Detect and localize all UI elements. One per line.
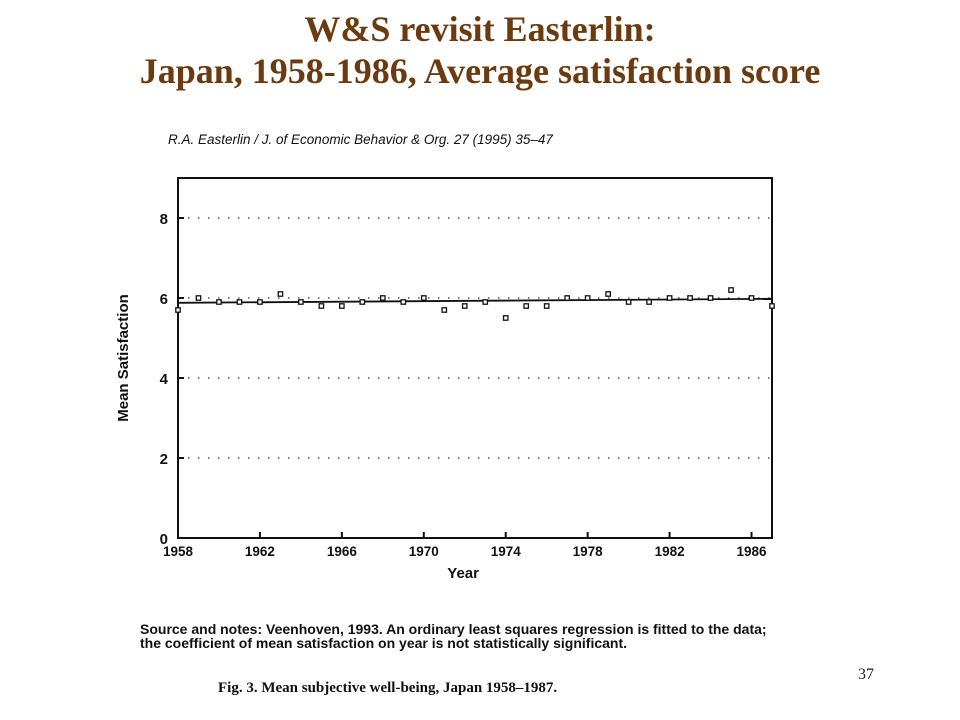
regression-line [177,297,773,304]
data-point [625,299,632,305]
data-point [584,295,591,301]
data-point [420,295,427,301]
journal-reference: R.A. Easterlin / J. of Economic Behavior… [168,132,553,147]
data-point [543,303,550,309]
trend-line-group [177,297,773,304]
data-point [257,299,263,305]
axis-ticks: 0 2 4 6 8 1958 1962 1966 1970 1974 1978 1982 1986 [160,211,767,559]
x-tick-label: 1982 [655,544,685,559]
data-point [298,299,304,305]
grid-lines [178,217,772,459]
y-tick-label: 4 [160,371,169,388]
x-tick-label: 1978 [573,544,604,559]
y-axis-label: Mean Satisfaction [115,294,132,422]
data-point [728,287,734,293]
data-point [666,295,673,301]
x-axis-label: Year [447,565,479,582]
data-point [277,291,284,297]
data-point [502,315,509,321]
data-point [769,303,775,309]
data-point [236,299,243,305]
data-points [175,287,775,321]
data-point [748,295,755,301]
slide-number: 37 [858,666,874,683]
title-line-2: Japan, 1958-1986, Average satisfaction s… [139,51,821,91]
data-point [359,299,366,305]
y-tick-label: 2 [160,451,168,468]
data-point [523,303,530,309]
figure-caption: Fig. 3. Mean subjective well-being, Japa… [218,680,558,696]
y-tick-label: 6 [160,291,168,308]
data-point [400,299,407,305]
slide-title: W&S revisit Easterlin: Japan, 1958-1986,… [0,8,960,92]
source-notes: Source and notes: Veenhoven, 1993. An or… [140,621,767,651]
data-point [461,303,468,309]
data-point [318,303,325,309]
data-point [216,299,222,305]
x-tick-label: 1970 [409,544,439,559]
data-point [564,295,571,301]
x-tick-label: 1966 [327,544,358,559]
data-point [339,303,345,309]
plot-frame [177,177,773,539]
data-point [687,295,693,301]
x-tick-label: 1974 [491,544,522,559]
title-line-1: W&S revisit Easterlin: [304,9,656,49]
y-tick-label: 8 [160,211,168,228]
x-tick-label: 1962 [245,544,275,559]
x-tick-label: 1986 [736,544,767,559]
data-point [441,307,448,313]
x-tick-label: 1958 [163,544,194,559]
data-point [482,299,489,305]
data-point [605,291,611,297]
data-point [707,295,714,301]
data-point [175,307,181,313]
data-point [195,295,202,301]
data-point [379,295,386,301]
satisfaction-chart: 0 2 4 6 8 1958 1962 1966 1970 1974 1978 1982 1986 Me… [115,177,775,582]
y-tick-label: 0 [160,531,168,548]
data-point [646,299,652,305]
